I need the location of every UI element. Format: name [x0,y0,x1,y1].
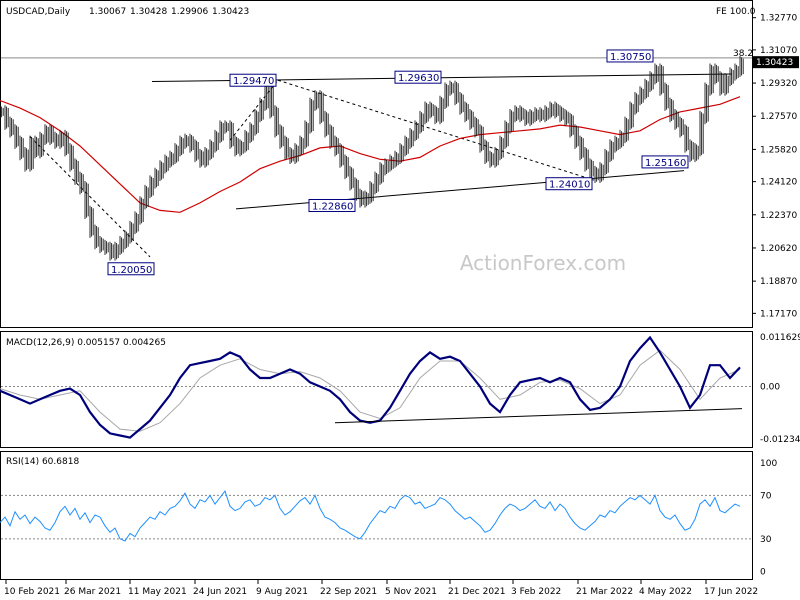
price-y-tick-label: 1.17170 [760,309,797,319]
rsi-y-tick-label: 0 [760,567,766,577]
rsi-line [0,490,741,542]
price-annotations: 1.20050 1.29470 1.22860 1.29630 1.24010 1.307… [107,49,689,276]
x-tick-label: 26 Mar 2021 [64,587,121,597]
price-y-tick-label: 1.18870 [760,277,797,287]
price-header-close: 1.30423 [212,7,249,17]
price-y-tick-label: 1.27570 [760,112,797,122]
macd-panel-frame [0,331,753,448]
macd-y-tick-label: 0.00 [760,383,780,393]
x-tick-label: 24 Jun 2021 [193,587,247,597]
price-level-label-box [107,262,155,276]
rsi-y-axis: 100 70 30 0 [760,459,777,578]
price-level-label: 1.30750 [610,52,651,63]
x-tick-label: 10 Feb 2021 [4,587,60,597]
price-y-tick-label: 1.22370 [760,211,797,221]
price-header-open: 1.30067 [89,7,126,17]
macd-y-tick-label: 0.011629 [760,333,800,343]
rsi-header: RSI(14) 60.6818 [6,457,79,467]
last-price-marker [753,56,799,69]
x-tick-label: 17 Jun 2022 [704,587,758,597]
price-level-label-box [606,49,654,63]
price-level-label: 1.29630 [398,73,439,84]
rsi-y-tick-label: 70 [760,491,772,501]
price-level-label: 1.25160 [645,158,686,169]
fibo-label: FE 100.0 [716,7,756,17]
macd-plot [0,335,752,439]
last-price-label: 1.30423 [756,58,793,68]
price-level-label-box [394,70,442,84]
price-y-axis: 1.32770 1.31070 1.29320 1.27570 1.25820 1.241… [752,14,797,319]
price-trendline [29,136,151,258]
price-level-label-box [545,177,593,191]
macd-signal-line [0,349,741,432]
rsi-y-tick-label: 100 [760,459,777,469]
x-tick-label: 3 Feb 2022 [511,587,561,597]
price-y-tick-label: 1.31070 [760,46,797,56]
x-axis: 10 Feb 2021 26 Mar 2021 11 May 2021 24 Jun … [4,580,758,597]
price-y-tick-label: 1.20620 [760,244,797,254]
x-tick-label: 5 Nov 2021 [385,587,437,597]
price-header-high: 1.30428 [130,7,167,17]
macd-y-tick-label: -0.012348 [760,435,800,445]
price-level-label: 1.22860 [312,202,353,213]
macd-trendline [334,408,743,424]
rsi-y-tick-label: 30 [760,535,772,545]
price-level-label: 1.20050 [111,265,152,276]
x-tick-label: 11 May 2021 [128,587,187,597]
price-level-label-box [641,155,689,169]
price-y-tick-label: 1.29320 [760,79,797,89]
price-level-label: 1.24010 [549,180,590,191]
x-tick-label: 22 Sep 2021 [320,587,377,597]
macd-header: MACD(12,26,9) 0.005157 0.004265 [6,338,166,348]
rsi-plot [0,490,752,542]
price-level-label-box [308,199,356,213]
price-header-low: 1.29906 [171,7,208,17]
price-y-tick-label: 1.25820 [760,145,797,155]
x-tick-label: 9 Aug 2021 [256,587,308,597]
price-header-symbol: USDCAD,Daily [6,7,71,17]
x-tick-label: 21 Mar 2022 [576,587,633,597]
macd-y-axis: 0.011629 0.00 -0.012348 [760,333,800,445]
watermark: ActionForex.com [460,251,626,275]
price-trendline [229,79,279,141]
x-tick-label: 21 Dec 2021 [448,587,506,597]
price-level-label: 1.29470 [233,76,274,87]
x-tick-label: 4 May 2022 [639,587,692,597]
price-trendline [277,79,595,181]
price-level-label-box [229,73,277,87]
price-y-tick-label: 1.32770 [760,14,797,24]
macd-line [0,335,741,439]
price-y-tick-label: 1.24120 [760,178,797,188]
moving-average-line [0,96,741,213]
fibo-tag: 38.2 [733,49,753,59]
